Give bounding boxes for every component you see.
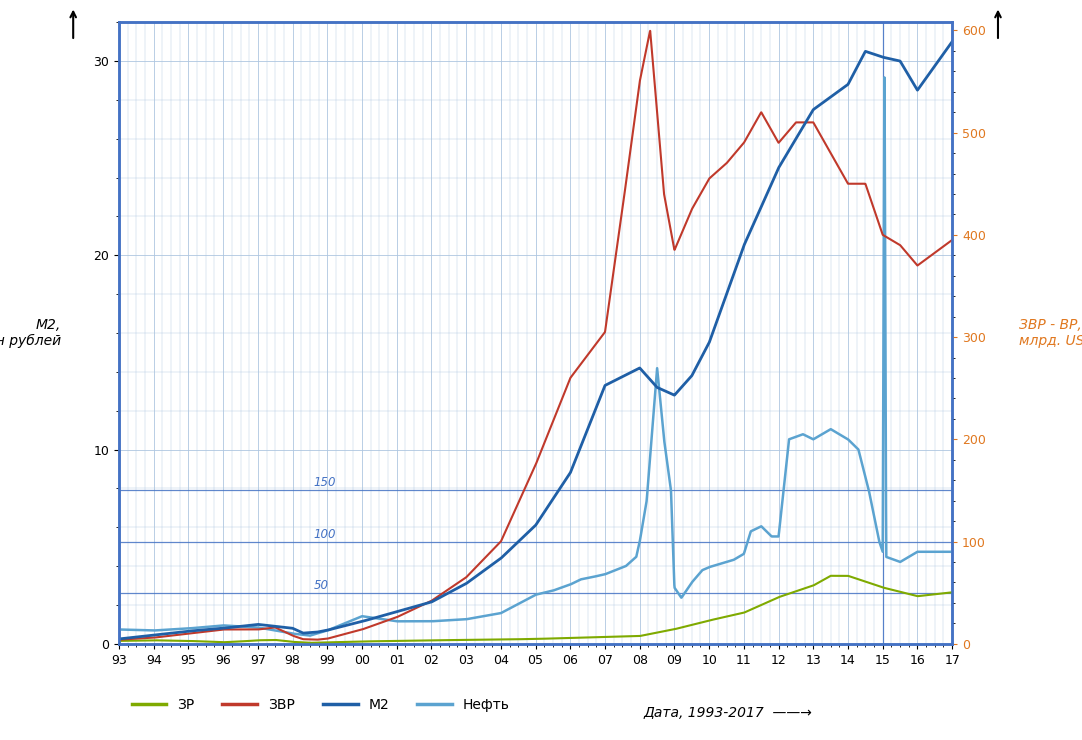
Line: М2: М2 bbox=[119, 41, 952, 639]
ЗВР bbox=[432, 592, 445, 601]
ЗР bbox=[258, 636, 270, 645]
ЗВР bbox=[208, 626, 221, 635]
М2 bbox=[208, 625, 221, 633]
Нефть bbox=[113, 625, 126, 634]
ЗВР bbox=[469, 564, 481, 573]
М2 bbox=[258, 621, 270, 630]
Legend: ЗР, ЗВР, М2, Нефть: ЗР, ЗВР, М2, Нефть bbox=[126, 693, 515, 718]
Text: Дата, 1993-2017  ——→: Дата, 1993-2017 ——→ bbox=[644, 706, 813, 720]
ЗР bbox=[303, 639, 316, 648]
Y-axis label: М2,
трлн рублей: М2, трлн рублей bbox=[0, 318, 61, 348]
ЗР bbox=[824, 571, 837, 580]
М2 bbox=[929, 60, 942, 69]
М2 bbox=[469, 573, 481, 582]
Text: 150: 150 bbox=[314, 477, 335, 489]
Нефть bbox=[878, 73, 890, 82]
М2 bbox=[432, 593, 445, 602]
ЗР bbox=[113, 636, 126, 645]
Text: 50: 50 bbox=[314, 579, 329, 592]
М2 bbox=[113, 634, 126, 643]
Нефть bbox=[929, 548, 942, 556]
Нефть bbox=[258, 624, 270, 633]
ЗР bbox=[840, 571, 853, 580]
М2 bbox=[840, 81, 853, 90]
Нефть bbox=[946, 548, 959, 556]
ЗВР bbox=[946, 235, 959, 244]
ЗР bbox=[208, 637, 221, 646]
ЗВР bbox=[929, 247, 942, 256]
Нефть bbox=[469, 613, 481, 622]
Нефть bbox=[433, 616, 446, 625]
ЗР bbox=[946, 588, 959, 596]
ЗВР bbox=[258, 625, 270, 633]
ЗР bbox=[469, 636, 481, 645]
Нефть bbox=[840, 434, 853, 443]
Text: 100: 100 bbox=[314, 528, 335, 541]
Line: ЗВР: ЗВР bbox=[119, 31, 952, 639]
Line: ЗР: ЗР bbox=[119, 576, 952, 643]
М2 bbox=[946, 37, 959, 46]
ЗВР bbox=[113, 635, 126, 644]
ЗВР bbox=[644, 27, 657, 36]
ЗР bbox=[929, 590, 942, 599]
Нефть bbox=[303, 631, 316, 640]
Y-axis label: ЗВР - ВР,
млрд. USD: ЗВР - ВР, млрд. USD bbox=[1019, 318, 1082, 348]
Line: Нефть: Нефть bbox=[119, 78, 952, 636]
ЗР bbox=[433, 636, 446, 645]
Нефть bbox=[208, 622, 221, 630]
ЗВР bbox=[840, 176, 853, 185]
